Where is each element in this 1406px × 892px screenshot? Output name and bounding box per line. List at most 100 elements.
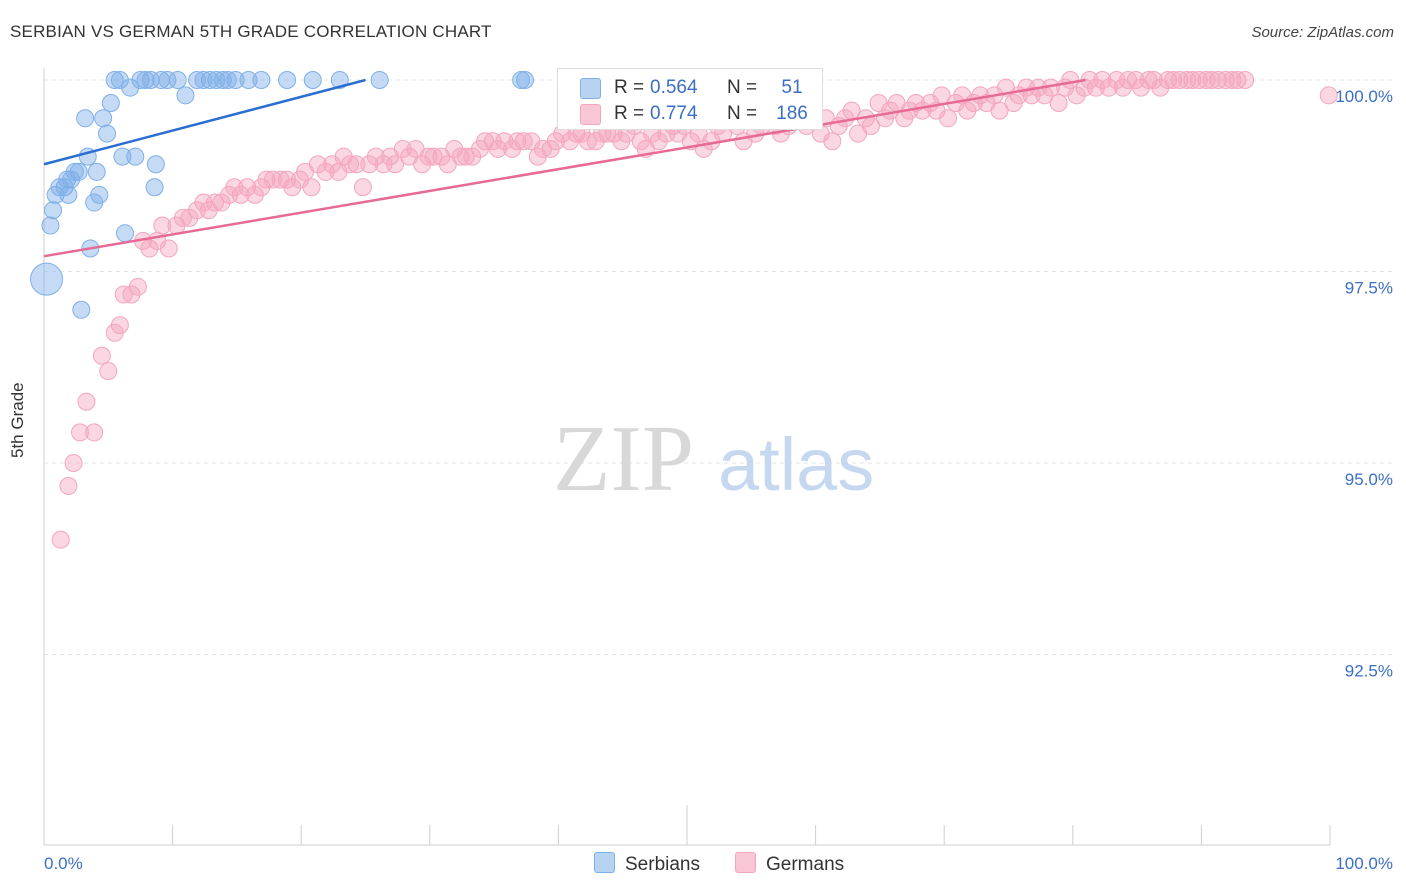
serbians-point — [188, 71, 207, 89]
serbians-legend-swatch — [594, 852, 615, 873]
germans-point — [1049, 93, 1068, 112]
germans-point — [1067, 86, 1086, 105]
serbians-n-label: N = — [727, 77, 758, 98]
germans-point — [990, 101, 1009, 120]
serbians-point — [512, 71, 531, 89]
serbians-points — [30, 71, 534, 319]
germans-point — [99, 362, 118, 381]
germans-point — [114, 285, 133, 304]
serbians-point — [59, 185, 78, 204]
germans-point — [64, 454, 83, 472]
germans-point — [110, 316, 129, 335]
germans-point — [353, 178, 372, 197]
germans-point — [85, 423, 104, 442]
germans-point — [316, 162, 335, 181]
germans-trend-line — [43, 78, 1086, 258]
germans-point — [1164, 71, 1183, 89]
serbians-point — [87, 162, 106, 181]
germans-point — [59, 476, 78, 495]
germans-point — [51, 530, 70, 549]
germans-point — [140, 239, 159, 258]
germans-point — [386, 155, 405, 174]
germans-legend-swatch — [735, 852, 756, 873]
axes — [43, 68, 1331, 846]
serbians-point — [30, 262, 64, 296]
germans-point — [173, 208, 192, 227]
germans-point — [360, 155, 379, 174]
germans-point — [514, 132, 533, 151]
germans-point — [1144, 71, 1163, 89]
germans-points — [51, 71, 1338, 549]
serbians-point — [330, 71, 349, 89]
serbians-point — [515, 71, 534, 89]
germans-point — [71, 423, 90, 442]
serbians-point — [101, 93, 120, 112]
germans-point — [341, 155, 360, 174]
germans-point — [939, 109, 958, 128]
germans-point — [366, 147, 385, 166]
germans-r-value: 0.774 — [650, 103, 698, 124]
germans-point — [393, 139, 412, 158]
germans-point — [1189, 71, 1208, 89]
tick-labels: 92.5% 95.0% 97.5% 100.0% 0.0% 100.0% — [44, 87, 1393, 873]
chart-title: SERBIAN VS GERMAN 5TH GRADE CORRELATION … — [10, 22, 492, 41]
serbians-point — [145, 178, 164, 197]
serbians-point — [146, 155, 165, 174]
legend-item-serbians[interactable]: Serbians — [594, 852, 700, 876]
germans-n-value: 186 — [776, 103, 808, 124]
germans-point — [128, 277, 147, 296]
serbians-point — [158, 71, 177, 89]
germans-point — [347, 155, 366, 174]
serbians-swatch — [580, 78, 601, 99]
germans-point — [1183, 71, 1202, 89]
germans-point — [77, 392, 96, 411]
legend-item-germans[interactable]: Germans — [735, 852, 844, 876]
germans-point — [424, 147, 443, 166]
serbians-point — [41, 216, 60, 235]
serbians-point — [131, 71, 150, 89]
serbians-point — [65, 162, 84, 181]
germans-legend-label: Germans — [766, 854, 845, 875]
stats-legend: R = 0.564 N = 51 R = 0.774 N = 186 — [557, 68, 823, 130]
serbians-point — [303, 71, 322, 89]
y-tick-label: 97.5% — [1345, 279, 1393, 298]
serbians-point — [168, 71, 187, 89]
germans-point — [238, 178, 257, 197]
watermark-atlas: atlas — [718, 423, 874, 506]
germans-point — [1086, 78, 1105, 97]
serbians-point — [90, 185, 109, 204]
germans-point — [488, 139, 507, 158]
x-tick-label-max: 100.0% — [1335, 854, 1393, 873]
gridlines — [44, 79, 1392, 655]
germans-point — [1099, 78, 1118, 97]
serbians-point — [113, 147, 132, 166]
germans-point — [958, 101, 977, 120]
serbians-point — [239, 71, 258, 89]
serbians-point — [72, 300, 91, 319]
germans-point — [257, 170, 276, 189]
y-tick-label: 100.0% — [1335, 87, 1393, 106]
serbians-point — [69, 162, 88, 181]
germans-point — [159, 239, 178, 258]
germans-point — [508, 132, 527, 151]
germans-point — [419, 147, 438, 166]
serbians-point — [370, 71, 389, 89]
germans-point — [245, 185, 264, 204]
germans-point — [122, 285, 141, 304]
germans-point — [225, 178, 244, 197]
germans-point — [212, 193, 231, 212]
serbians-point — [76, 109, 95, 128]
germans-point — [308, 155, 327, 174]
serbians-point — [226, 71, 245, 89]
germans-r-label: R = — [614, 103, 645, 124]
germans-point — [153, 216, 172, 235]
germans-point — [463, 147, 482, 166]
serbians-point — [136, 71, 155, 89]
germans-point — [92, 346, 111, 365]
germans-point — [456, 147, 475, 166]
serbians-point — [105, 71, 124, 89]
serbians-trend-line — [43, 78, 366, 166]
serbians-point — [44, 201, 63, 220]
germans-point — [1228, 71, 1247, 89]
serbians-point — [218, 71, 237, 89]
